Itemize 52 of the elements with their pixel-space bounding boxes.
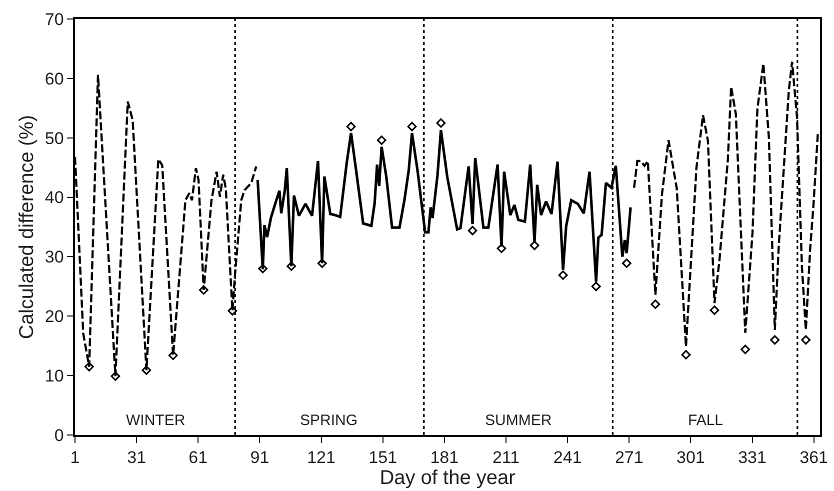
point (468, 226, 478, 236)
x-tick-label: 181 (430, 448, 459, 468)
x-tick-label: 61 (188, 448, 208, 468)
point (436, 118, 446, 128)
x-tick-label: 331 (738, 448, 766, 468)
y-tick-label: 50 (44, 128, 64, 148)
y-tick-label: 70 (44, 10, 64, 29)
y-tick-label: 0 (54, 426, 64, 445)
x-tick-label: 241 (553, 448, 582, 468)
point (591, 282, 601, 292)
point (407, 122, 417, 132)
point (376, 136, 386, 145)
x-tick-label: 121 (307, 448, 336, 468)
point (622, 258, 632, 268)
y-tick-label: 30 (44, 248, 64, 267)
x-tick-label: 31 (127, 448, 146, 468)
point (168, 350, 178, 360)
x-tick-label: 151 (368, 448, 398, 468)
point (650, 300, 660, 309)
annotation: SPRING (300, 412, 358, 429)
x-tick-label: 91 (250, 448, 270, 468)
y-axis-title: Calculated difference (%) (16, 114, 38, 340)
y-tick-label: 10 (44, 366, 64, 386)
x-tick-label: 271 (614, 448, 644, 468)
point (681, 350, 691, 360)
point (740, 344, 750, 354)
point (110, 371, 120, 381)
point (346, 122, 356, 132)
point (228, 306, 238, 316)
y-tick-label: 20 (44, 307, 64, 326)
y-tick-label: 60 (44, 69, 64, 88)
x-tick-label: 361 (800, 448, 828, 468)
point (142, 366, 152, 375)
point (558, 270, 568, 280)
point (317, 258, 327, 268)
annotation: WINTER (126, 412, 186, 429)
y-tick-label: 40 (44, 188, 64, 208)
annotation: FALL (688, 412, 724, 429)
point (801, 335, 811, 345)
point (770, 335, 780, 345)
point (84, 362, 94, 372)
annotation: SUMMER (485, 412, 552, 429)
point (258, 264, 268, 274)
x-tick-label: 211 (492, 448, 520, 468)
point (530, 240, 540, 250)
x-axis-title: Day of the year (380, 467, 516, 490)
point (496, 244, 506, 254)
point (286, 262, 296, 271)
x-tick-label: 301 (676, 448, 705, 468)
point (710, 306, 720, 315)
point (198, 285, 208, 295)
x-tick-label: 1 (70, 448, 80, 468)
